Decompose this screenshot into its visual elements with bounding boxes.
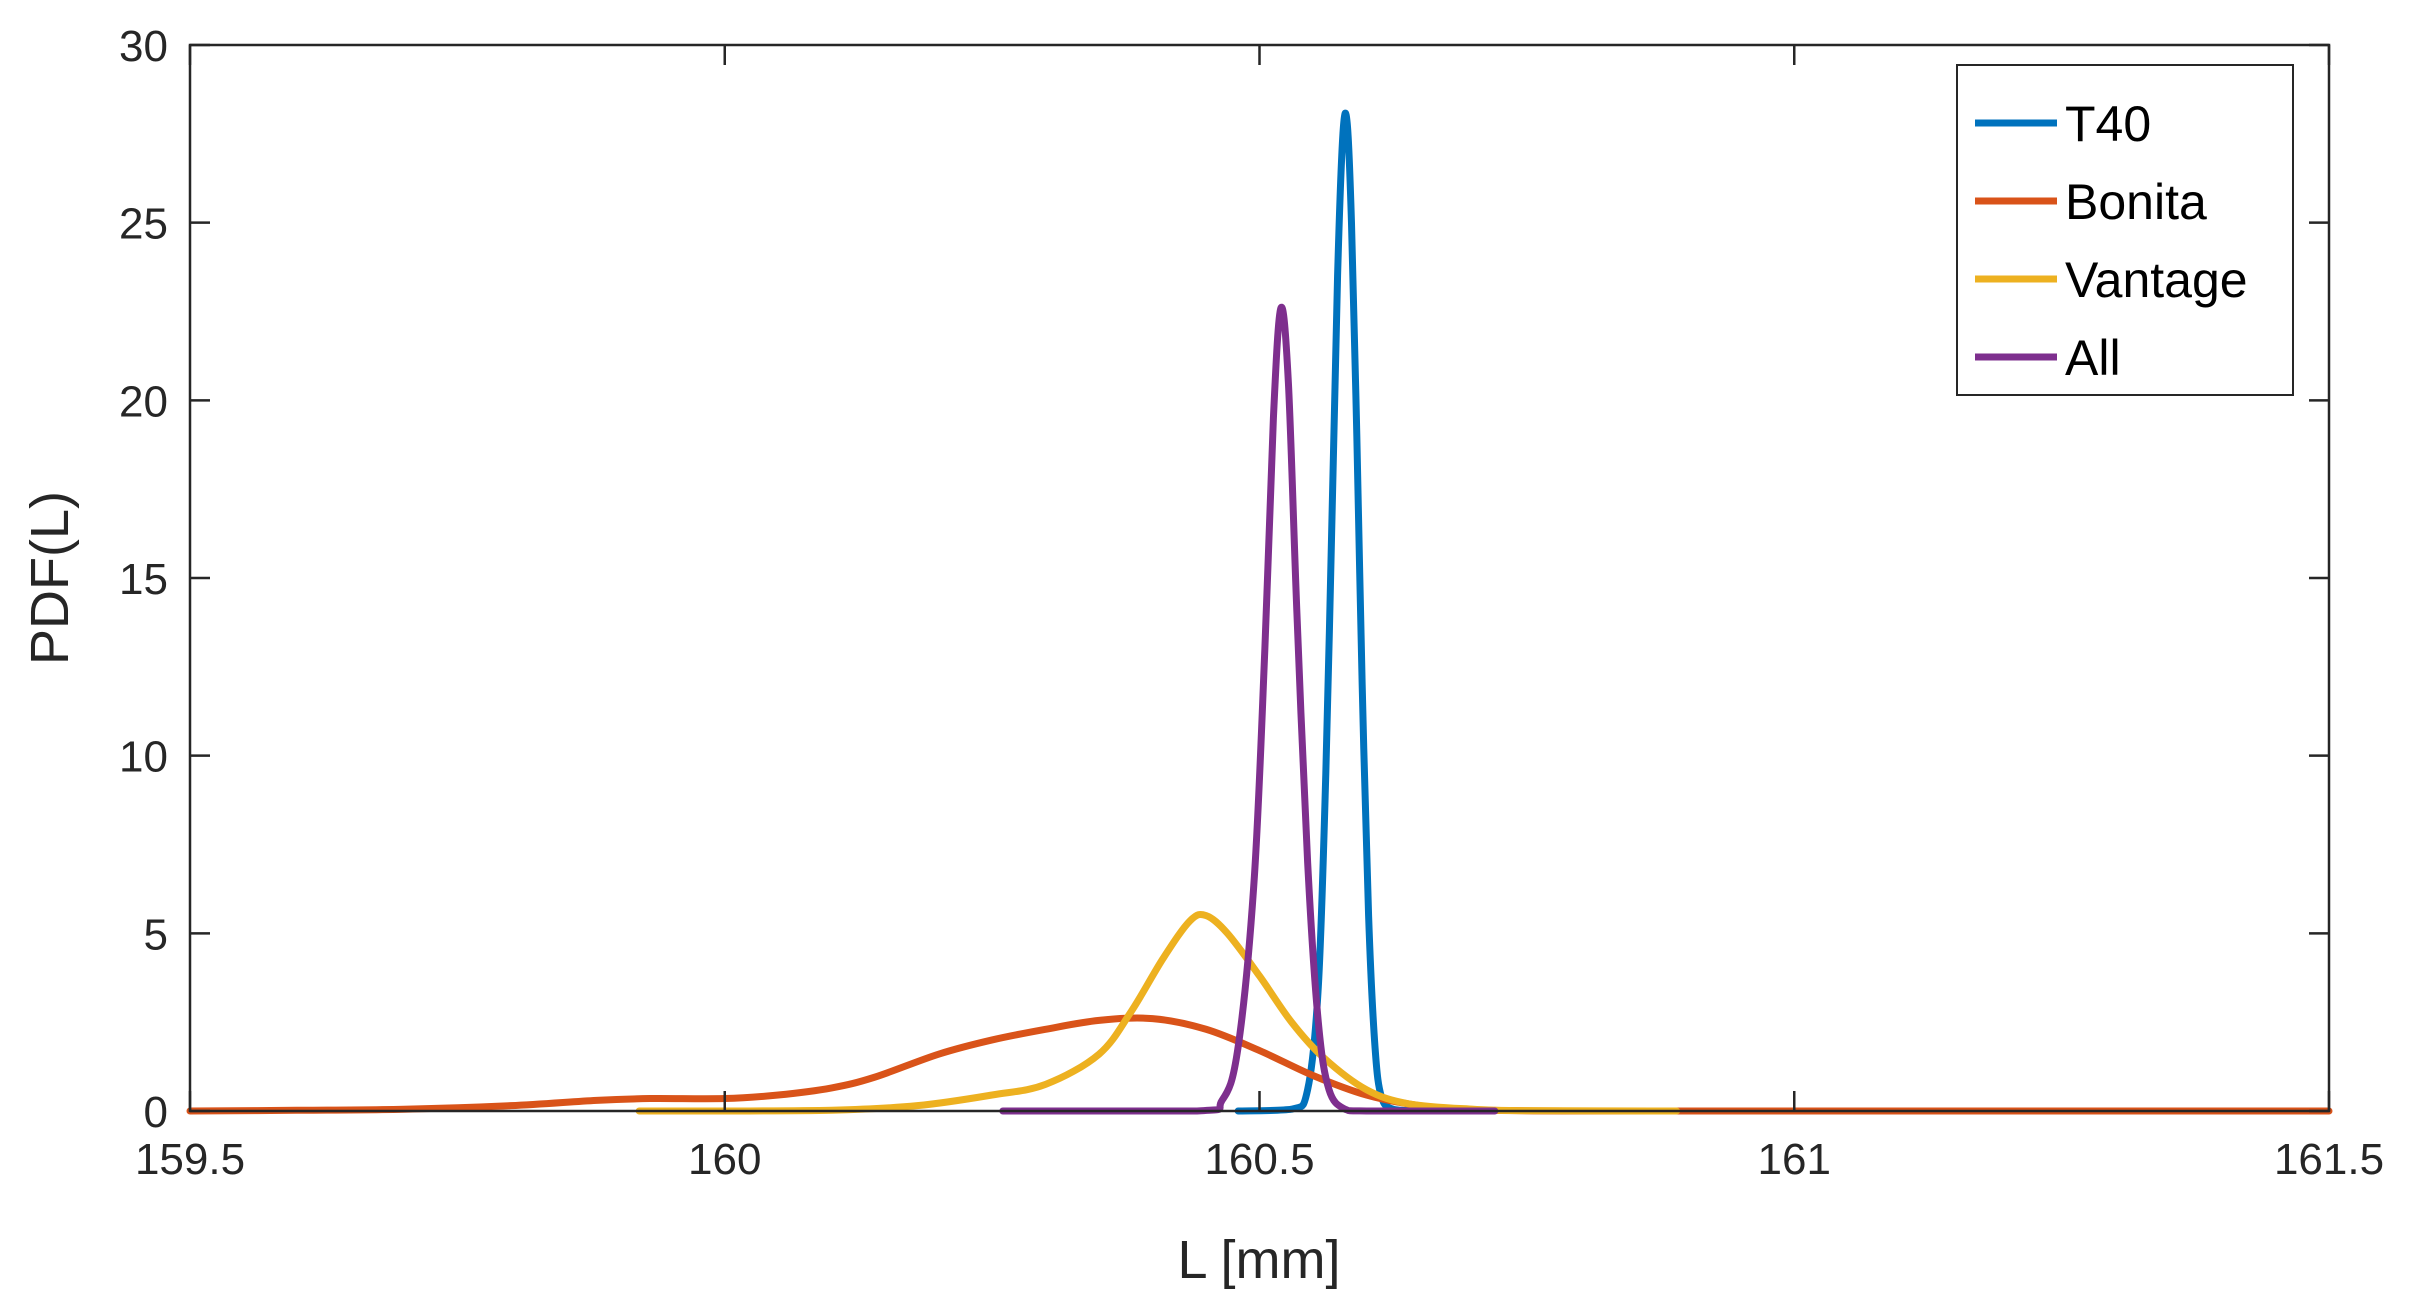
- x-axis-label: L [mm]: [1177, 1230, 1340, 1290]
- y-tick-label: 15: [119, 555, 168, 604]
- y-tick-label: 20: [119, 377, 168, 426]
- series-line-all: [999, 303, 1499, 1115]
- legend-label-bonita: Bonita: [2065, 174, 2207, 230]
- y-tick-label: 0: [144, 1088, 168, 1137]
- x-tick-label: 160: [688, 1135, 761, 1184]
- legend[interactable]: T40 Bonita Vantage All: [1956, 64, 2294, 396]
- plot-area: [186, 43, 2333, 1115]
- x-tick-label: 161: [1758, 1135, 1831, 1184]
- y-axis-label: PDF(L): [20, 491, 80, 665]
- ticks-layer: [188, 43, 2331, 1113]
- tick-labels: 159.5 160 160.5 161 161.5 0 5 10 15 20 25 30: [119, 22, 2384, 1184]
- x-tick-label: 161.5: [2274, 1135, 2384, 1184]
- y-tick-label: 5: [144, 910, 168, 959]
- series-line-t40: [1234, 109, 1424, 1115]
- legend-label-t40: T40: [2065, 96, 2151, 152]
- series-line-vantage: [635, 910, 1681, 1115]
- y-tick-label: 10: [119, 733, 168, 782]
- y-tick-label: 30: [119, 22, 168, 71]
- legend-label-vantage: Vantage: [2065, 252, 2248, 308]
- x-tick-label: 160.5: [1204, 1135, 1314, 1184]
- x-tick-label: 159.5: [135, 1135, 245, 1184]
- legend-items: T40 Bonita Vantage All: [1975, 96, 2248, 386]
- y-tick-label: 25: [119, 200, 168, 249]
- legend-label-all: All: [2065, 330, 2121, 386]
